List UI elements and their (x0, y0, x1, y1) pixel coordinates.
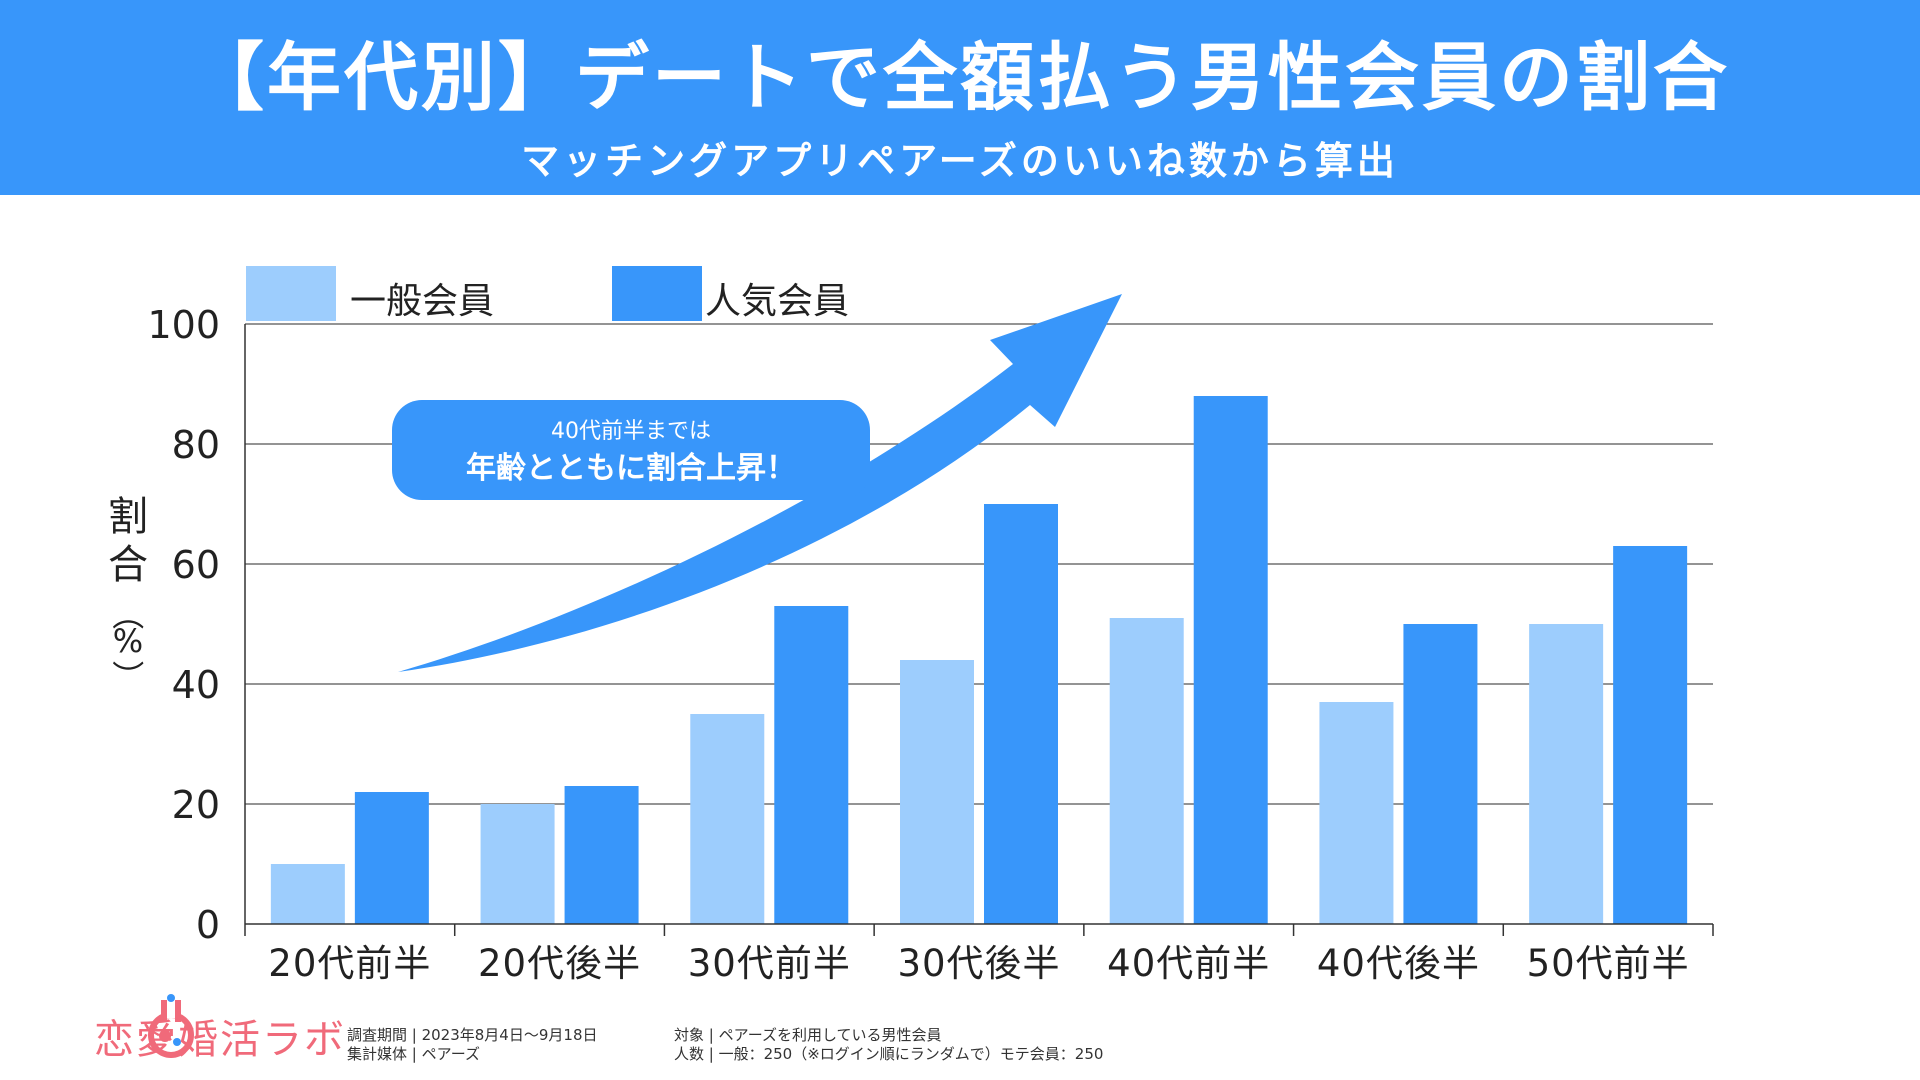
bar-general-20代前半 (271, 864, 345, 924)
callout-line-1: 40代前半までは (551, 419, 711, 444)
y-axis-label-char: 合 (108, 542, 148, 588)
bar-popular-50代前半 (1613, 546, 1687, 924)
bar-general-30代前半 (690, 714, 764, 924)
bar-popular-20代後半 (565, 786, 639, 924)
annotation-callout: 40代前半までは 年齢とともに割合上昇！ (392, 400, 870, 500)
brand-name: 恋愛婚活ラボ (94, 1016, 346, 1064)
bar-popular-40代前半 (1194, 396, 1268, 924)
y-axis-label-char: % (113, 622, 143, 660)
legend-label-popular: 人気会員 (705, 281, 849, 322)
footer-media: 集計媒体 | ペアーズ (347, 1044, 480, 1064)
legend-swatch-general (246, 266, 336, 321)
x-tick-label: 20代前半 (268, 942, 431, 985)
x-tick-label: 30代前半 (688, 942, 851, 985)
legend-label-general: 一般会員 (350, 281, 494, 322)
y-tick-label: 60 (172, 543, 220, 587)
bar-general-40代前半 (1110, 618, 1184, 924)
x-tick-label: 40代後半 (1317, 942, 1480, 985)
y-tick-label: 0 (196, 903, 220, 947)
callout-line-2: 年齢とともに割合上昇！ (466, 451, 796, 486)
legend-swatch-popular (612, 266, 702, 321)
y-axis-label: 割合（%） (108, 494, 148, 692)
bar-popular-30代後半 (984, 504, 1058, 924)
y-axis-label-char: ） (108, 660, 146, 692)
footer-count: 人数 | 一般：250（※ログイン順にランダムで）モテ会員：250 (674, 1044, 1103, 1064)
bar-popular-30代前半 (774, 606, 848, 924)
chart-legend: 一般会員 人気会員 (246, 266, 849, 322)
bar-chart: 0 20 40 60 80 100 20代前半 20代後半 30代前半 30代後半 40代前半 40代… (0, 0, 1920, 1080)
x-tick-label: 30代後半 (897, 942, 1060, 985)
x-tick-label: 50代前半 (1527, 942, 1690, 985)
y-tick-label: 100 (147, 303, 220, 347)
bar-general-50代前半 (1529, 624, 1603, 924)
y-tick-label: 40 (172, 663, 220, 707)
footer-target: 対象 | ペアーズを利用している男性会員 (674, 1025, 942, 1045)
x-tick-label: 40代前半 (1107, 942, 1270, 985)
x-tick-label: 20代後半 (478, 942, 641, 985)
bar-popular-40代後半 (1403, 624, 1477, 924)
footer-survey-period: 調査期間 | 2023年8月4日〜9月18日 (347, 1025, 597, 1045)
y-tick-label: 80 (172, 423, 220, 467)
y-axis-label-char: 割 (108, 494, 148, 540)
bar-popular-20代前半 (355, 792, 429, 924)
bar-general-30代後半 (900, 660, 974, 924)
y-tick-label: 20 (172, 783, 220, 827)
bar-general-40代後半 (1319, 702, 1393, 924)
bar-general-20代後半 (481, 804, 555, 924)
